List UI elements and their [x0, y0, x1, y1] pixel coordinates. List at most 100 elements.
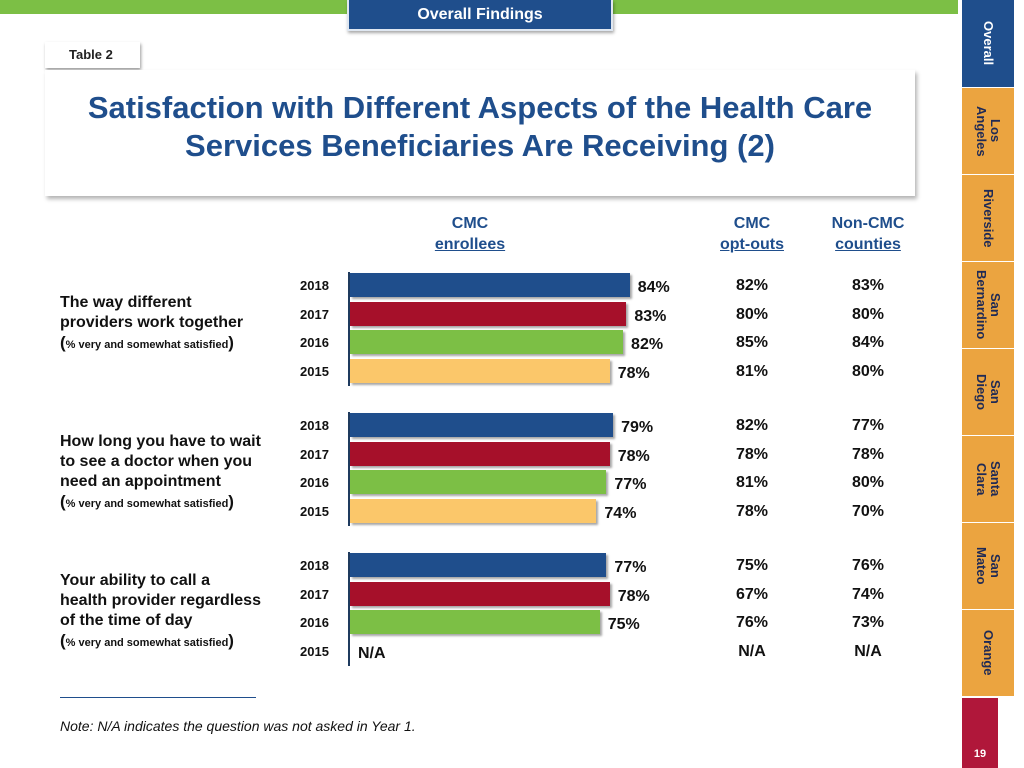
noncmc-value: 73% [851, 614, 885, 631]
sidebar-tab-overall[interactable]: Overall [962, 0, 1014, 88]
question-label-1: The way different providers work together… [60, 293, 288, 355]
note-divider [60, 697, 256, 698]
bar-value-label: 82% [631, 336, 664, 353]
sidebar-tab-label-wrap: San Bernardino [962, 262, 1014, 348]
region-sidebar: Overall Los Angeles Riverside San Bernardin… [962, 0, 1024, 768]
bar-value-label: N/A [358, 644, 386, 662]
bar-value-label: 74% [604, 504, 637, 522]
optout-value: 78% [735, 502, 769, 520]
column-header-cmc-opt-outs: CMC opt-outs [702, 213, 802, 255]
sidebar-tab-orange[interactable]: Orange [962, 610, 1014, 697]
noncmc-value: 80% [851, 474, 885, 491]
column-header-cmc-enrollees: CMC enrollees [420, 213, 520, 255]
question-label-line: need an appointment [60, 473, 221, 490]
sidebar-tab-label: San Diego [974, 373, 1003, 411]
bar-value-label: 77% [614, 559, 647, 576]
optout-value: 82% [735, 277, 769, 294]
optout-value: 81% [735, 362, 769, 380]
sidebar-tab-san-bernardino[interactable]: San Bernardino [962, 262, 1014, 349]
question-label-subtitle: (% very and somewhat satisfied) [60, 631, 288, 653]
axis-line-group-2 [348, 412, 350, 526]
year-label-2017: 2017 [300, 586, 329, 602]
optout-value: N/A [738, 642, 766, 660]
subtitle-text: % very and somewhat satisfied [65, 637, 229, 649]
column-header-noncmc-line1: Non-CMC [831, 215, 905, 232]
noncmc-value: 70% [851, 502, 885, 520]
question-label-line: health provider regardless [60, 592, 261, 609]
optout-value: 82% [735, 417, 769, 434]
column-header-noncmc-line2: counties [835, 236, 901, 253]
bar-2018 [350, 273, 630, 297]
sidebar-tab-label-wrap: San Diego [962, 349, 1014, 435]
sidebar-tab-san-diego[interactable]: San Diego [962, 349, 1014, 436]
question-label-subtitle: (% very and somewhat satisfied) [60, 492, 288, 514]
bar-2015 [350, 358, 610, 383]
sidebar-tab-san-mateo[interactable]: San Mateo [962, 523, 1014, 610]
optout-value: 78% [735, 445, 769, 463]
column-header-cmc-line1: CMC [451, 215, 489, 232]
year-label-2016: 2016 [300, 475, 329, 490]
question-label-line: How long you have to wait [60, 433, 261, 450]
paren-open: ( [60, 492, 66, 511]
column-header-optout-line2: opt-outs [720, 236, 784, 253]
noncmc-value: 74% [851, 585, 885, 603]
optout-value: 80% [735, 305, 769, 323]
bar-value-label: 78% [617, 587, 650, 605]
question-label-line: of the time of day [60, 612, 193, 629]
noncmc-value: 78% [851, 445, 885, 463]
year-label-2016: 2016 [300, 335, 329, 350]
column-header-optout-line1: CMC [733, 215, 771, 232]
year-label-2016: 2016 [300, 615, 329, 630]
sidebar-tab-label: Los Angeles [974, 105, 1003, 157]
bar-2017 [350, 441, 610, 466]
year-label-2015: 2015 [300, 363, 329, 379]
sidebar-tab-label-wrap: San Mateo [962, 523, 1014, 609]
noncmc-value: 80% [851, 362, 885, 380]
bar-2015 [350, 498, 597, 523]
question-label-line: Your ability to call a [60, 572, 210, 589]
noncmc-value: 84% [851, 334, 885, 351]
page-title: Satisfaction with Different Aspects of t… [45, 89, 915, 165]
year-label-2018: 2018 [300, 558, 329, 573]
sidebar-tab-santa-clara[interactable]: Santa Clara [962, 436, 1014, 523]
year-label-2017: 2017 [300, 446, 329, 462]
noncmc-value: N/A [854, 642, 882, 660]
optout-value: 76% [735, 614, 769, 631]
sidebar-tab-riverside[interactable]: Riverside [962, 175, 1014, 262]
section-tab-overall-findings[interactable]: Overall Findings [347, 0, 613, 31]
sidebar-tab-label: Riverside [981, 188, 996, 248]
sidebar-tab-label-wrap: Riverside [962, 175, 1014, 261]
sidebar-tab-los-angeles[interactable]: Los Angeles [962, 88, 1014, 175]
optout-value: 67% [735, 585, 769, 603]
bar-2017 [350, 581, 610, 606]
question-label-subtitle: (% very and somewhat satisfied) [60, 333, 288, 355]
bar-value-label: 79% [621, 419, 654, 436]
bar-2016 [350, 330, 624, 354]
page-title-line1: Satisfaction with Different Aspects of t… [87, 90, 873, 125]
paren-close: ) [228, 492, 234, 511]
column-header-non-cmc-counties: Non-CMC counties [818, 213, 918, 255]
bar-2017 [350, 301, 627, 326]
bar-2016 [350, 610, 600, 634]
year-label-2015: 2015 [300, 503, 329, 519]
noncmc-value: 80% [851, 305, 885, 323]
column-header-cmc-line2: enrollees [434, 236, 506, 253]
bar-value-label: 83% [634, 307, 667, 325]
bar-2018 [350, 413, 614, 437]
axis-line-group-3 [348, 552, 350, 666]
noncmc-value: 76% [851, 557, 885, 574]
year-label-2018: 2018 [300, 278, 329, 293]
noncmc-value: 83% [851, 277, 885, 294]
bar-value-label: 78% [617, 447, 650, 465]
sidebar-tab-label: Santa Clara [974, 461, 1003, 497]
optout-value: 85% [735, 334, 769, 351]
paren-open: ( [60, 333, 66, 352]
question-label-line: providers work together [60, 314, 244, 331]
sidebar-tab-label: San Bernardino [974, 270, 1003, 340]
bar-value-label: 77% [614, 476, 647, 493]
optout-value: 75% [735, 557, 769, 574]
bar-value-label: 84% [637, 279, 670, 296]
question-label-2: How long you have to wait to see a doctor… [60, 432, 288, 514]
sidebar-tab-label: Overall [981, 21, 996, 66]
sidebar-tab-label-wrap: Overall [962, 0, 1014, 87]
